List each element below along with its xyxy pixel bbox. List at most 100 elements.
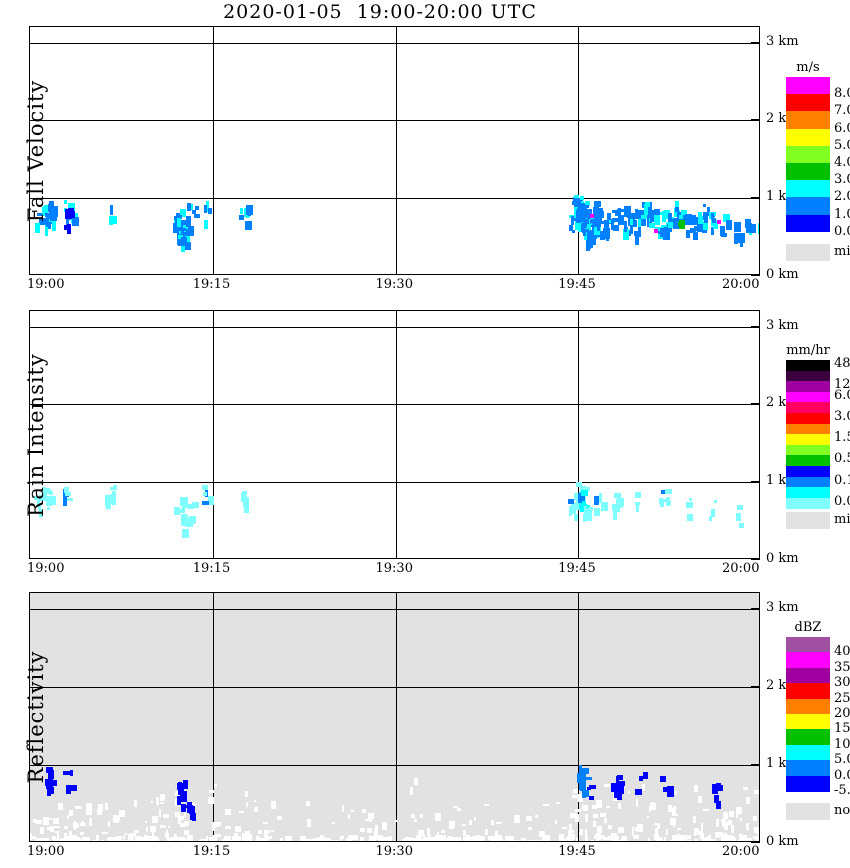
data-cell <box>615 775 619 784</box>
data-cell-noecho <box>68 831 72 837</box>
data-cell-noecho <box>117 814 121 821</box>
data-cell-noecho <box>152 829 155 837</box>
data-cell-noecho <box>122 840 130 841</box>
data-cell-noecho <box>464 837 468 841</box>
y-axis-label: 0 km <box>766 267 799 282</box>
gridline-horizontal <box>30 42 759 44</box>
data-cell <box>662 786 669 792</box>
data-cell <box>106 499 112 509</box>
data-cell-noecho <box>374 835 383 841</box>
data-cell <box>611 503 616 510</box>
data-cell-noecho <box>584 813 588 822</box>
data-cell-noecho <box>134 799 138 807</box>
colorbar-swatch <box>786 455 830 467</box>
data-cell <box>181 220 188 229</box>
data-cell-noecho <box>572 841 576 842</box>
data-cell <box>39 217 47 225</box>
plot-frame <box>29 592 760 842</box>
data-cell-noecho <box>426 828 430 837</box>
data-cell <box>653 209 660 217</box>
data-cell-noecho <box>64 833 68 839</box>
data-cell-noecho <box>653 822 659 825</box>
colorbar-unit: mm/hr <box>786 343 830 358</box>
data-cell <box>585 789 590 797</box>
data-cell <box>711 213 715 221</box>
colorbar-tick-label: -5.0 <box>834 783 850 798</box>
data-cell-noecho <box>381 821 387 830</box>
data-cell-noecho <box>745 822 749 830</box>
data-cell <box>634 234 639 246</box>
data-cell <box>634 789 642 796</box>
data-cell-noecho <box>648 838 651 841</box>
data-cell <box>638 216 642 227</box>
data-cell-noecho <box>419 814 423 819</box>
colorbar-swatch <box>786 466 830 478</box>
data-cell-noecho <box>577 840 586 841</box>
data-cell-noecho <box>604 783 611 787</box>
y-axis-tick <box>751 763 760 765</box>
data-cell <box>713 212 717 217</box>
x-axis-label: 19:00 <box>27 277 65 292</box>
data-cell <box>685 229 690 238</box>
data-cell <box>570 216 576 222</box>
data-cell <box>709 211 714 219</box>
data-cell-noecho <box>478 835 484 841</box>
data-cell <box>675 206 680 212</box>
data-cell <box>45 495 50 499</box>
data-cell-noecho <box>184 830 190 836</box>
colorbar-swatch <box>786 714 830 730</box>
colorbar-swatch <box>786 652 830 669</box>
data-cell <box>709 515 713 521</box>
data-cell <box>637 227 641 238</box>
data-cell-noecho <box>701 823 704 832</box>
data-cell-noecho <box>112 817 119 823</box>
data-cell-noecho <box>571 794 578 798</box>
data-cell <box>42 490 48 500</box>
data-cell <box>653 214 660 225</box>
data-cell <box>580 218 584 223</box>
data-cell-noecho <box>427 839 434 841</box>
data-cell <box>665 489 673 494</box>
data-cell <box>240 493 246 499</box>
data-cell-noecho <box>521 838 527 841</box>
data-cell-noecho <box>244 791 248 798</box>
x-axis-label: 19:00 <box>27 561 65 576</box>
data-cell-noecho <box>575 837 578 841</box>
data-cell <box>663 229 671 240</box>
colorbar-missing-swatch <box>786 243 830 261</box>
y-axis-label: 3 km <box>766 33 799 49</box>
data-cell <box>579 195 584 200</box>
x-axis-label: 20:00 <box>722 277 760 292</box>
data-cell <box>643 204 648 216</box>
data-cell <box>668 213 673 223</box>
data-cell <box>589 795 595 800</box>
y-axis-tick <box>751 325 760 327</box>
data-cell-noecho <box>306 801 311 807</box>
data-cell <box>48 492 53 496</box>
data-cell <box>661 211 666 223</box>
data-cell-noecho <box>214 783 218 787</box>
gridline-horizontal <box>30 608 759 610</box>
data-cell <box>613 493 621 499</box>
data-cell-noecho <box>207 796 214 804</box>
data-cell-noecho <box>313 838 321 841</box>
data-cell-noecho <box>329 841 333 842</box>
x-axis-label: 19:45 <box>558 844 596 859</box>
data-cell <box>616 499 624 509</box>
data-cell <box>37 212 45 216</box>
data-cell-noecho <box>58 803 64 811</box>
data-cell-noecho <box>495 830 499 836</box>
data-cell <box>630 225 634 234</box>
data-cell <box>649 217 655 223</box>
data-cell-noecho <box>674 791 677 795</box>
data-cell-noecho <box>449 821 456 828</box>
data-cell <box>737 505 744 511</box>
data-cell <box>47 203 51 212</box>
data-cell <box>746 229 753 234</box>
data-cell-noecho <box>86 802 93 811</box>
y-axis-label: 0 km <box>766 834 799 849</box>
data-cell-noecho <box>227 841 233 842</box>
chart-title: 2020-01-05 19:00-20:00 UTC <box>223 1 537 23</box>
data-cell-noecho <box>413 841 418 842</box>
